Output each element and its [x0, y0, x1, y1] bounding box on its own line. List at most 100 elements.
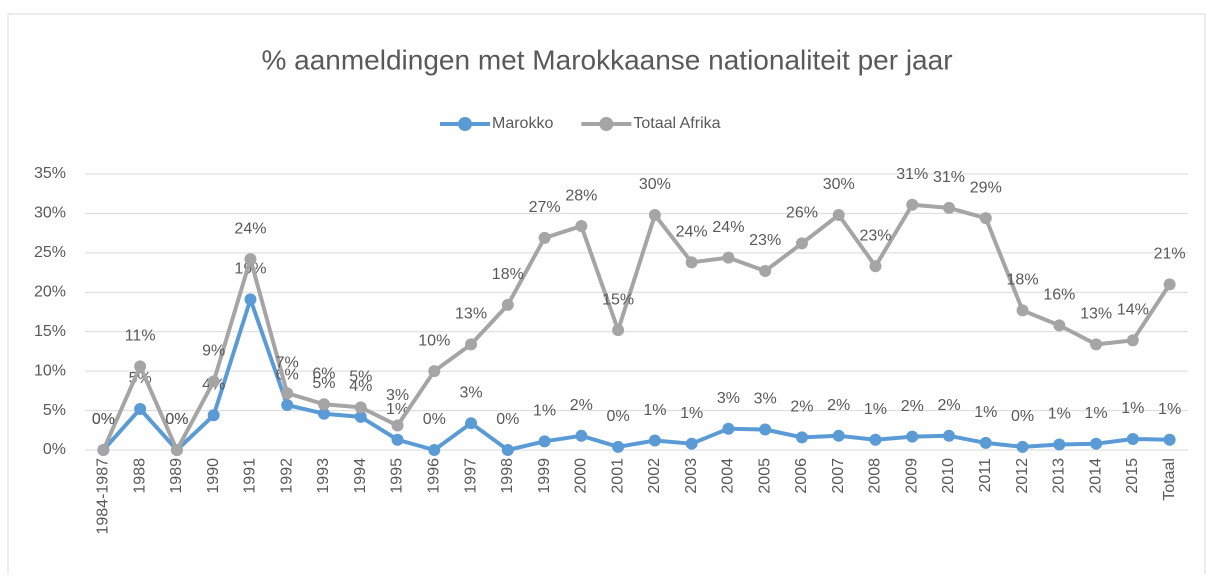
- data-label: 14%: [1117, 302, 1149, 319]
- point: [391, 433, 404, 446]
- x-tick-label: 1989: [168, 458, 185, 494]
- point: [685, 256, 698, 269]
- x-tick-label: 1984-1987: [95, 458, 112, 535]
- data-label: 31%: [933, 169, 965, 186]
- data-label: 9%: [202, 343, 225, 360]
- point: [906, 198, 919, 211]
- point: [575, 220, 588, 233]
- point: [317, 398, 330, 411]
- data-label: 24%: [676, 224, 708, 241]
- point: [281, 399, 294, 412]
- point: [244, 253, 257, 266]
- point: [832, 209, 845, 222]
- point: [943, 201, 956, 214]
- point: [134, 360, 147, 373]
- x-tick-label: 2001: [609, 458, 626, 494]
- y-tick-label: 5%: [43, 402, 66, 419]
- point: [648, 209, 661, 222]
- point: [722, 422, 735, 435]
- legend-label: Marokko: [492, 115, 553, 132]
- data-label: 2%: [827, 397, 850, 414]
- y-tick-label: 15%: [34, 323, 66, 340]
- data-label: 18%: [1007, 272, 1039, 289]
- point: [465, 338, 478, 351]
- x-tick-label: 2013: [1051, 458, 1068, 494]
- point: [465, 417, 478, 430]
- point: [759, 423, 772, 436]
- point: [207, 409, 220, 422]
- data-label: 2%: [570, 397, 593, 414]
- x-tick-label: 2010: [940, 458, 957, 494]
- data-label: 24%: [234, 220, 266, 237]
- x-tick-label: 2009: [903, 458, 920, 494]
- data-label: 5%: [312, 375, 335, 392]
- data-label: 1%: [1158, 401, 1181, 418]
- point: [207, 375, 220, 388]
- x-tick-label: 2015: [1124, 458, 1141, 494]
- data-label: 6%: [312, 365, 335, 382]
- legend-label: Totaal Afrika: [633, 115, 720, 132]
- point: [97, 444, 110, 456]
- data-label: 1%: [974, 404, 997, 421]
- point: [1126, 334, 1139, 347]
- point: [1016, 440, 1029, 453]
- data-label: 1%: [680, 405, 703, 422]
- point: [759, 264, 772, 277]
- data-label: 0%: [1011, 408, 1034, 425]
- point: [1163, 278, 1176, 291]
- data-label: 26%: [786, 205, 818, 222]
- x-tick-label: 2004: [720, 458, 737, 494]
- data-label: 0%: [496, 411, 519, 428]
- point: [1053, 438, 1066, 451]
- data-label: 31%: [896, 166, 928, 183]
- point: [538, 435, 551, 448]
- x-tick-label: 2006: [793, 458, 810, 494]
- data-label: 0%: [165, 411, 188, 428]
- data-label: 18%: [492, 266, 524, 283]
- point: [795, 237, 808, 250]
- data-label: 0%: [165, 411, 188, 428]
- data-label: 15%: [602, 291, 634, 308]
- data-label: 30%: [823, 176, 855, 193]
- point: [501, 444, 514, 456]
- point: [354, 401, 367, 414]
- data-label: 2%: [790, 399, 813, 416]
- data-label: 3%: [386, 387, 409, 404]
- point: [1016, 304, 1029, 317]
- data-label: 1%: [1048, 406, 1071, 423]
- data-label: 28%: [565, 187, 597, 204]
- data-label: 0%: [92, 411, 115, 428]
- legend-marker: [599, 117, 614, 131]
- series-line: [101, 297, 1170, 452]
- data-label: 13%: [455, 306, 487, 323]
- point: [317, 407, 330, 420]
- data-label: 1%: [643, 402, 666, 419]
- point: [501, 298, 514, 311]
- point: [170, 444, 183, 456]
- x-tick-label: 1993: [315, 458, 332, 494]
- point: [795, 431, 808, 444]
- data-label: 4%: [349, 378, 372, 395]
- data-label: 23%: [749, 232, 781, 249]
- point: [1163, 433, 1176, 446]
- y-tick-label: 25%: [34, 244, 66, 261]
- x-tick-label: 2014: [1087, 458, 1104, 494]
- y-tick-label: 30%: [34, 205, 66, 222]
- data-label: 1%: [1121, 400, 1144, 417]
- series-line: [101, 202, 1172, 452]
- data-label: 13%: [1080, 306, 1112, 323]
- x-tick-label: 1995: [389, 458, 406, 494]
- data-label: 21%: [1154, 246, 1186, 263]
- x-tick-label: 1990: [205, 458, 222, 494]
- x-tick-label: 2000: [573, 458, 590, 494]
- data-label: 0%: [92, 411, 115, 428]
- point: [869, 433, 882, 446]
- point: [354, 410, 367, 423]
- legend-marker: [458, 117, 472, 131]
- point: [722, 251, 735, 264]
- point: [1090, 437, 1103, 450]
- point: [832, 429, 845, 442]
- chart-title: % aanmeldingen met Marokkaanse nationali…: [261, 44, 952, 75]
- x-tick-label: 1999: [536, 458, 553, 494]
- data-label: 3%: [459, 384, 482, 401]
